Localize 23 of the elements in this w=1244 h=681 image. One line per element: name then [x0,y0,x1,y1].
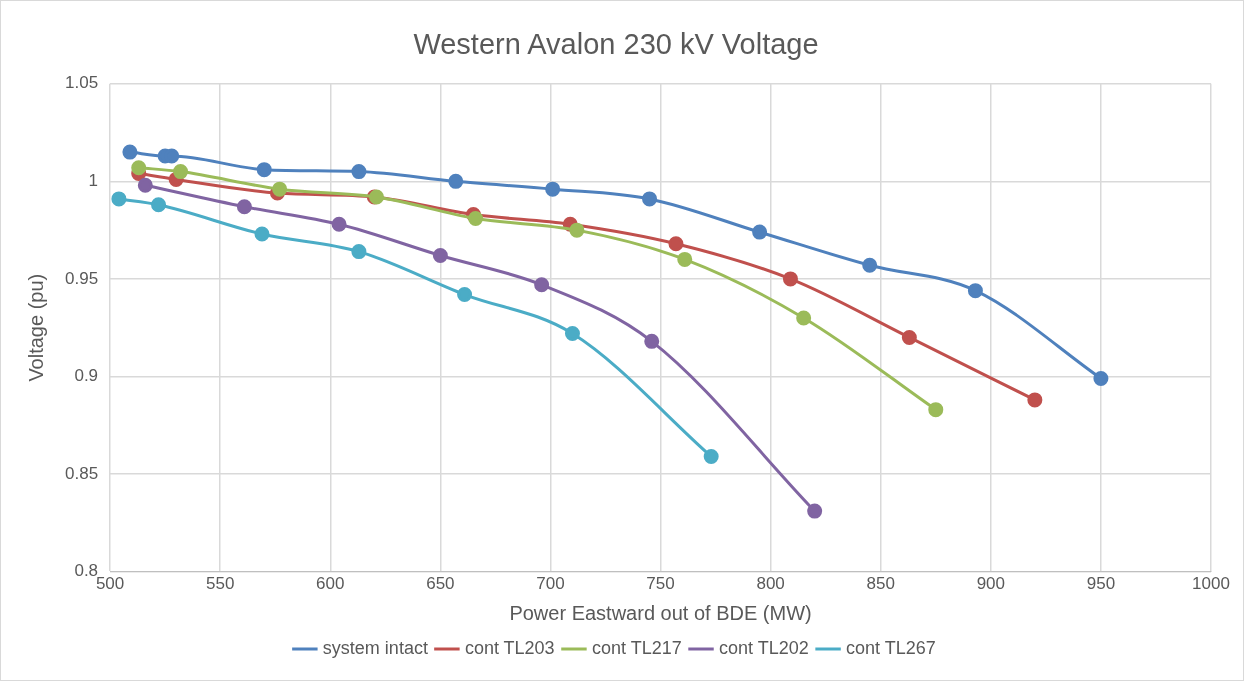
x-tick-label: 950 [1086,574,1116,594]
legend-label: cont TL202 [719,637,809,658]
y-tick-label: 0.95 [64,268,99,288]
chart-title: Western Avalon 230 kV Voltage [413,28,819,61]
x-tick-label: 1000 [1192,574,1230,594]
x-axis-title: Power Eastward out of BDE (MW) [509,601,812,624]
x-tick-label: 600 [316,574,345,594]
x-tick-label: 800 [756,574,785,594]
y-tick-label: 0.85 [64,463,99,483]
x-tick-label: 750 [646,574,675,594]
y-tick-label: 1.05 [64,73,99,93]
y-axis-title: Voltage (pu) [24,273,47,382]
legend-label: cont TL217 [591,637,682,658]
y-tick-label: 1 [88,171,99,191]
x-tick-label: 900 [976,574,1005,594]
legend-label: system intact [322,637,428,658]
y-tick-label: 0.9 [74,366,99,386]
x-tick-label: 550 [205,574,235,594]
x-tick-label: 700 [536,574,565,594]
x-tick-label: 650 [426,574,455,594]
x-tick-label: 850 [866,574,895,594]
legend-label: cont TL267 [846,637,936,658]
legend-label: cont TL203 [464,637,555,658]
